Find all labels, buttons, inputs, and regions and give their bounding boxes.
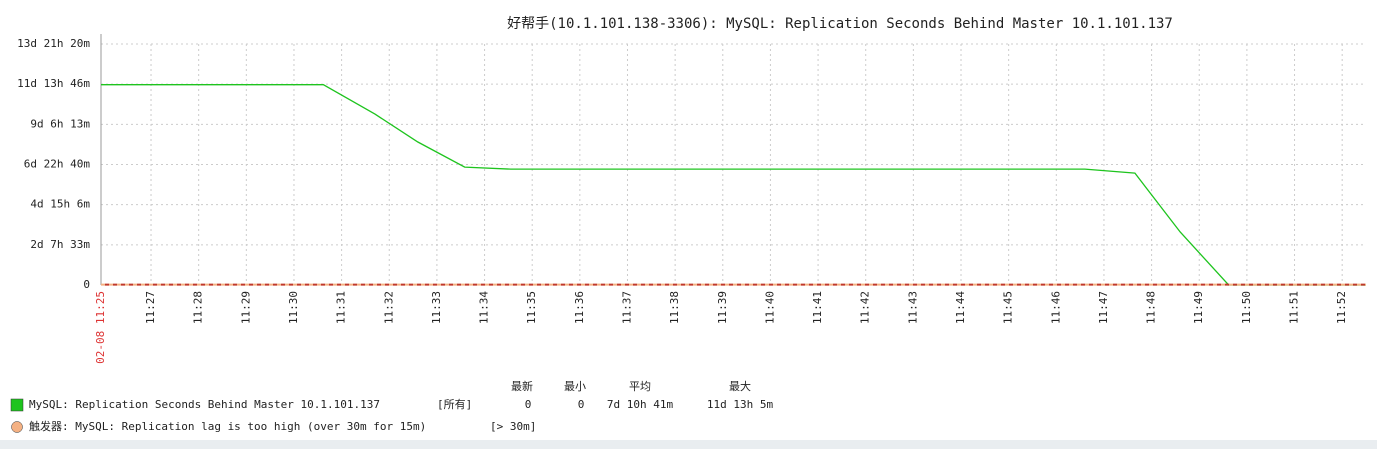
x-tick-label: 11:42 (859, 291, 872, 324)
x-tick-label: 11:48 (1145, 291, 1158, 324)
x-tick-label: 11:31 (335, 291, 348, 324)
legend-swatch (10, 398, 24, 412)
legend-stat: 7d 10h 41m (607, 398, 674, 411)
x-tick-label: 11:46 (1049, 291, 1062, 324)
x-tick-label: 11:51 (1288, 291, 1301, 324)
x-tick-label: 11:45 (1002, 291, 1015, 324)
legend-label: MySQL: Replication Seconds Behind Master… (29, 398, 380, 411)
x-tick-label: 11:30 (287, 291, 300, 324)
x-tick-label: 11:40 (763, 291, 776, 324)
x-tick-label: 11:37 (620, 291, 633, 324)
x-tick-label: 11:27 (144, 291, 157, 324)
y-tick-label: 13d 21h 20m (17, 37, 90, 50)
x-tick-label: 11:47 (1097, 291, 1110, 324)
legend-header: 最新 (511, 379, 533, 393)
y-tick-label: 6d 22h 40m (24, 158, 91, 171)
x-tick-label: 11:43 (906, 291, 919, 324)
legend-stat: 11d 13h 5m (707, 398, 774, 411)
x-tick-label: 11:28 (192, 291, 205, 324)
legend-stat: 0 (578, 398, 585, 411)
legend-stat: 0 (525, 398, 532, 411)
x-tick-label: 11:50 (1240, 291, 1253, 324)
x-tick-label: 02-08 11:25 (94, 291, 107, 364)
x-tick-label: 11:34 (478, 291, 491, 324)
x-tick-label: 11:52 (1335, 291, 1348, 324)
legend-header: 最大 (729, 379, 751, 393)
x-tick-label: 11:36 (573, 291, 586, 324)
trigger-marker (11, 421, 23, 433)
x-tick-label: 11:35 (525, 291, 538, 324)
x-tick-label: 11:29 (239, 291, 252, 324)
y-tick-label: 2d 7h 33m (30, 238, 90, 251)
y-tick-label: 0 (83, 278, 90, 291)
x-tick-label: 11:41 (811, 291, 824, 324)
legend-header: 平均 (629, 380, 651, 393)
x-tick-label: 11:49 (1192, 291, 1205, 324)
legend-header: 最小 (564, 380, 586, 393)
series-line (101, 84, 1366, 286)
trigger-label: 触发器: MySQL: Replication lag is too high … (29, 419, 426, 433)
y-tick-label: 9d 6h 13m (30, 117, 90, 130)
x-tick-label: 11:44 (954, 291, 967, 324)
y-tick-label: 4d 15h 6m (30, 198, 90, 211)
trigger-condition: [> 30m] (490, 420, 536, 433)
legend-scope: [所有] (437, 397, 472, 411)
footer-bar (0, 440, 1377, 449)
x-tick-label: 11:32 (382, 291, 395, 324)
x-tick-label: 11:38 (668, 291, 681, 324)
y-tick-label: 11d 13h 46m (17, 77, 90, 90)
chart-title: 好帮手(10.1.101.138-3306): MySQL: Replicati… (507, 16, 1173, 32)
x-tick-label: 11:39 (716, 291, 729, 324)
x-tick-label: 11:33 (430, 291, 443, 324)
